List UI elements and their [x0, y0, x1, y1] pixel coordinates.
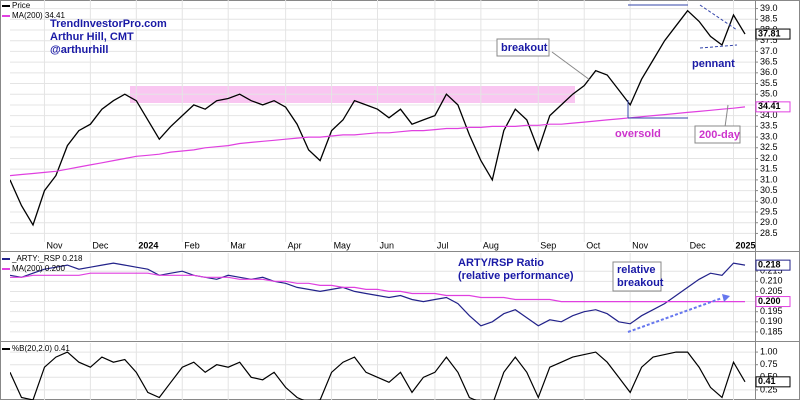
annotation: oversold: [615, 128, 661, 140]
y-tick-label: 35.0: [760, 89, 778, 99]
x-tick-label: Nov: [46, 240, 63, 250]
y-tick-label: 32.5: [760, 142, 778, 152]
annotation-box: [694, 125, 741, 144]
annotation: pennant: [692, 58, 735, 70]
series-line: [10, 272, 745, 303]
y-tick-label: 30.0: [760, 196, 778, 206]
x-tick-label: Nov: [632, 240, 649, 250]
y-tick-label: 0.185: [760, 326, 783, 336]
x-tick-label: Mar: [230, 240, 246, 250]
annotation-box: [612, 261, 662, 292]
y-tick-label: 36.0: [760, 67, 778, 77]
x-tick-label: Jul: [437, 240, 449, 250]
legend-label: Price: [12, 1, 31, 10]
x-tick-label: Sep: [540, 240, 556, 250]
y-tick-label: 38.5: [760, 14, 778, 24]
annotation-box: [496, 38, 550, 57]
value-tag-label: 37.81: [758, 28, 781, 38]
y-tick-label: 34.0: [760, 110, 778, 120]
x-tick-label: 2025: [736, 240, 756, 250]
value-tag: [755, 259, 791, 271]
trendline: [699, 44, 738, 49]
x-tick-label: Oct: [586, 240, 601, 250]
y-tick-label: 0.210: [760, 276, 783, 286]
annotation: 200-day: [699, 129, 741, 141]
x-tick-label: Apr: [288, 240, 302, 250]
y-tick-label: 36.5: [760, 56, 778, 66]
y-tick-label: 1.00: [760, 346, 778, 356]
y-tick-label: 28.5: [760, 228, 778, 238]
x-tick-label: Dec: [690, 240, 707, 250]
trendline: [699, 4, 738, 31]
series-line: [10, 351, 746, 400]
x-tick-label: Dec: [92, 240, 109, 250]
legend-label: MA(200) 34.41: [12, 11, 65, 20]
series-line: [10, 9, 746, 227]
y-tick-label: 30.5: [760, 185, 778, 195]
y-tick-label: 0.195: [760, 306, 783, 316]
value-tag: [755, 101, 791, 113]
y-tick-label: 31.5: [760, 164, 778, 174]
series-line: [10, 106, 746, 177]
y-tick-label: 32.0: [760, 153, 778, 163]
x-tick-label: 2024: [138, 240, 158, 250]
value-tag: [755, 296, 791, 308]
note: Arthur Hill, CMT: [50, 31, 134, 43]
x-tick-label: Jun: [380, 240, 395, 250]
annotation: ARTY/RSP Ratio: [458, 257, 544, 269]
y-tick-label: 0.25: [760, 384, 778, 394]
value-tag-label: 34.41: [758, 101, 781, 111]
value-tag: [755, 28, 791, 40]
y-tick-label: 0.75: [760, 359, 778, 369]
arrow: [724, 104, 729, 128]
y-tick-label: 29.5: [760, 206, 778, 216]
legend-label: _ARTY:_RSP 0.218: [11, 254, 83, 263]
y-tick-label: 37.0: [760, 46, 778, 56]
y-tick-label: 35.5: [760, 78, 778, 88]
y-tick-label: 33.0: [760, 131, 778, 141]
y-tick-label: 31.0: [760, 174, 778, 184]
annotation: (relative performance): [458, 270, 574, 282]
y-tick-label: 37.5: [760, 35, 778, 45]
trendline: [627, 297, 723, 333]
annotation: breakout: [617, 277, 664, 289]
y-tick-label: 39.0: [760, 3, 778, 13]
x-tick-label: Aug: [483, 240, 499, 250]
note: @arthurhill: [50, 44, 108, 56]
x-tick-label: May: [334, 240, 352, 250]
value-tag-label: 0.200: [758, 296, 781, 306]
value-tag-label: 0.41: [758, 376, 776, 386]
y-tick-label: 33.5: [760, 121, 778, 131]
arrowhead: [722, 294, 730, 302]
y-tick-label: 29.0: [760, 217, 778, 227]
y-tick-label: 0.190: [760, 316, 783, 326]
legend-label: MA(200) 0.200: [12, 264, 65, 273]
arrow: [551, 51, 591, 81]
series-line: [10, 262, 746, 327]
value-tag: [755, 376, 791, 388]
legend-label: %B(20,2.0) 0.41: [12, 344, 70, 353]
x-tick-label: Feb: [184, 240, 200, 250]
y-tick-label: 0.205: [760, 286, 783, 296]
annotation: relative: [617, 264, 656, 276]
annotation: breakout: [501, 42, 548, 54]
note: TrendInvestorPro.com: [50, 18, 167, 30]
value-tag-label: 0.218: [758, 260, 781, 270]
